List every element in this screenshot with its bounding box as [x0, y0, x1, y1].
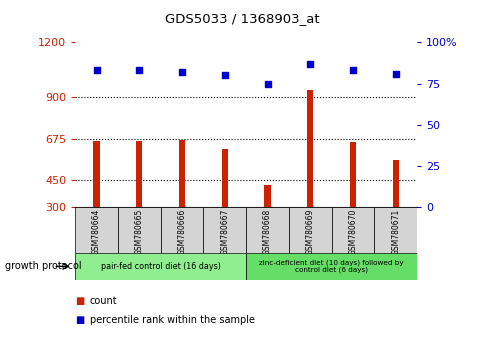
Bar: [160, 207, 203, 253]
Point: [92, 68, 100, 73]
Text: ■: ■: [75, 315, 84, 325]
Bar: [392, 160, 398, 207]
Bar: [221, 149, 227, 207]
Bar: [136, 141, 142, 207]
Point: [348, 68, 356, 73]
Text: GSM780667: GSM780667: [220, 209, 229, 255]
Bar: [374, 207, 416, 253]
Bar: [93, 141, 100, 207]
Bar: [75, 253, 245, 280]
Text: zinc-deficient diet (10 days) followed by
control diet (6 days): zinc-deficient diet (10 days) followed b…: [259, 259, 403, 273]
Point: [135, 68, 143, 73]
Text: GSM780670: GSM780670: [348, 209, 357, 255]
Text: GSM780669: GSM780669: [305, 209, 314, 255]
Point: [306, 61, 314, 67]
Bar: [245, 253, 416, 280]
Point: [178, 69, 185, 75]
Bar: [349, 142, 355, 207]
Bar: [203, 207, 245, 253]
Text: count: count: [90, 296, 117, 306]
Text: GSM780666: GSM780666: [177, 209, 186, 255]
Bar: [288, 207, 331, 253]
Bar: [331, 207, 374, 253]
Bar: [306, 90, 313, 207]
Bar: [75, 207, 118, 253]
Bar: [245, 207, 288, 253]
Point: [391, 71, 399, 76]
Text: GSM780664: GSM780664: [92, 209, 101, 255]
Bar: [179, 140, 185, 207]
Text: growth protocol: growth protocol: [5, 261, 81, 272]
Bar: [118, 207, 160, 253]
Text: GDS5033 / 1368903_at: GDS5033 / 1368903_at: [165, 12, 319, 25]
Text: pair-fed control diet (16 days): pair-fed control diet (16 days): [101, 262, 220, 271]
Bar: [264, 185, 270, 207]
Text: GSM780668: GSM780668: [262, 209, 272, 255]
Point: [263, 81, 271, 86]
Text: GSM780671: GSM780671: [391, 209, 399, 255]
Text: GSM780665: GSM780665: [135, 209, 143, 255]
Text: ■: ■: [75, 296, 84, 306]
Text: percentile rank within the sample: percentile rank within the sample: [90, 315, 254, 325]
Point: [220, 73, 228, 78]
